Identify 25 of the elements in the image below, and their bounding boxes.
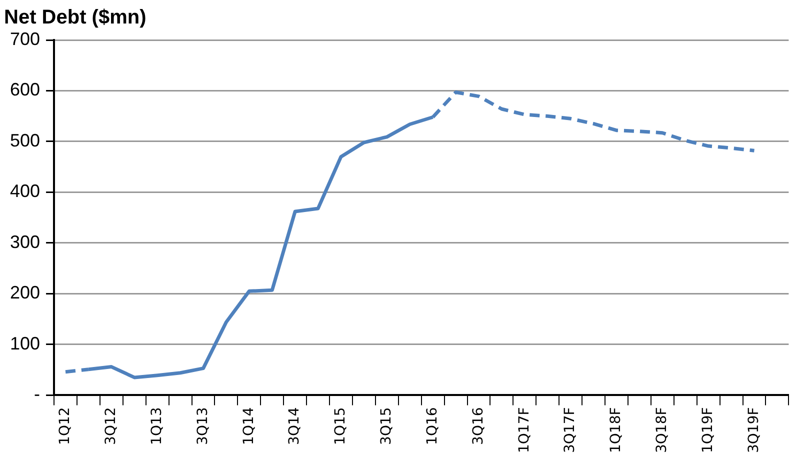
- x-tick-label: 3Q19F: [746, 407, 762, 454]
- y-tick-label: 600: [10, 80, 40, 100]
- x-tick-label: 3Q18F: [654, 407, 670, 454]
- y-tick-label: 300: [10, 232, 40, 252]
- y-tick-label: -: [34, 384, 40, 404]
- x-tick-label: 1Q18F: [608, 407, 624, 454]
- x-tick-label: 1Q17F: [516, 407, 532, 454]
- x-tick-label: 3Q17F: [562, 407, 578, 454]
- x-tick-label: 1Q19F: [700, 407, 716, 454]
- x-tick-label: 1Q12: [57, 407, 74, 445]
- y-tick-label: 100: [10, 333, 40, 354]
- y-tick-label: 400: [10, 181, 40, 202]
- x-tick-label: 3Q15: [378, 407, 395, 445]
- y-tick-label: 700: [10, 28, 40, 49]
- x-tick-label: 1Q14: [240, 407, 257, 445]
- x-tick-label: 1Q13: [148, 407, 165, 445]
- x-tick-label: 3Q13: [194, 407, 211, 445]
- x-tick-label: 1Q16: [424, 407, 440, 445]
- x-tick-label: 3Q12: [103, 407, 120, 445]
- x-tick-label: 3Q16: [470, 407, 486, 445]
- x-tick-label: 1Q15: [332, 407, 349, 445]
- chart-title: Net Debt ($mn): [4, 6, 146, 29]
- x-tick-label: 3Q14: [286, 407, 303, 445]
- y-tick-label: 200: [10, 282, 40, 303]
- y-tick-label: 500: [10, 130, 40, 150]
